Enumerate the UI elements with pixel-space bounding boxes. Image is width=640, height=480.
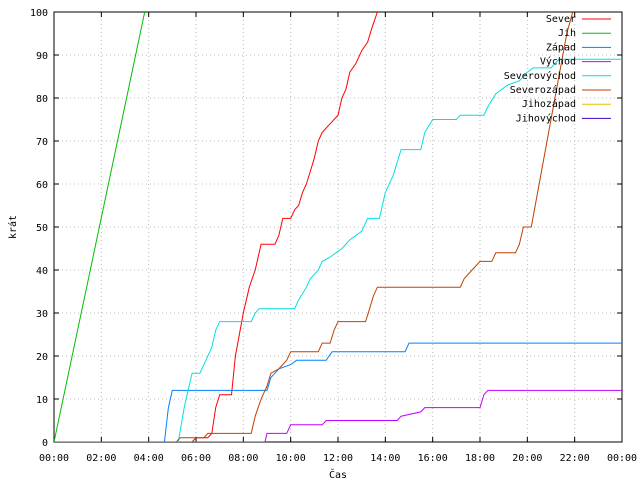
x-axis-label: Čas (329, 468, 347, 480)
x-tick-label: 12:00 (323, 453, 353, 464)
y-tick-label: 40 (36, 266, 48, 277)
x-tick-label: 18:00 (465, 453, 495, 464)
series-line-5 (54, 12, 574, 442)
y-tick-label: 10 (36, 395, 48, 406)
y-tick-label: 0 (42, 438, 48, 449)
y-axis-label: krát (7, 215, 19, 239)
x-tick-label: 02:00 (86, 453, 116, 464)
y-tick-label: 60 (36, 180, 48, 191)
x-tick-label: 04:00 (134, 453, 164, 464)
series-line-0 (54, 12, 378, 442)
legend-label: Západ (546, 41, 576, 53)
legend-label: Jihovýchod (516, 112, 576, 124)
y-tick-label: 20 (36, 352, 48, 363)
y-tick-label: 50 (36, 223, 48, 234)
x-tick-label: 22:00 (560, 453, 590, 464)
series-line-4 (54, 58, 622, 442)
x-tick-label: 08:00 (228, 453, 258, 464)
legend-label: Jih (558, 28, 576, 39)
x-tick-label: 20:00 (512, 453, 542, 464)
x-tick-label: 10:00 (276, 453, 306, 464)
series-line-1 (54, 12, 146, 442)
y-tick-label: 70 (36, 137, 48, 148)
legend-label: Severovýchod (504, 70, 576, 82)
series-line-3 (54, 389, 622, 442)
legend-label: Sever (546, 14, 576, 25)
y-tick-label: 30 (36, 309, 48, 320)
legend-label: Severozápad (510, 84, 576, 96)
x-tick-label: 14:00 (370, 453, 400, 464)
legend: Sever Jih Západ Východ Severovýchod Severozáp… (504, 14, 611, 124)
series-lines (54, 12, 622, 442)
x-tick-label: 00:00 (39, 453, 69, 464)
y-axis: 0 10 20 30 40 50 60 70 80 90 100 (30, 8, 622, 449)
y-tick-label: 80 (36, 94, 48, 105)
legend-label: Východ (540, 56, 576, 68)
x-axis: 00:00 02:00 04:00 06:00 08:00 10:00 12:00 14:00… (39, 12, 637, 464)
x-tick-label: 16:00 (418, 453, 448, 464)
x-tick-label: 06:00 (181, 453, 211, 464)
y-tick-label: 100 (30, 8, 48, 19)
legend-label: Jihozápad (522, 98, 576, 110)
x-tick-label: 00:00 (607, 453, 637, 464)
y-tick-label: 90 (36, 51, 48, 62)
